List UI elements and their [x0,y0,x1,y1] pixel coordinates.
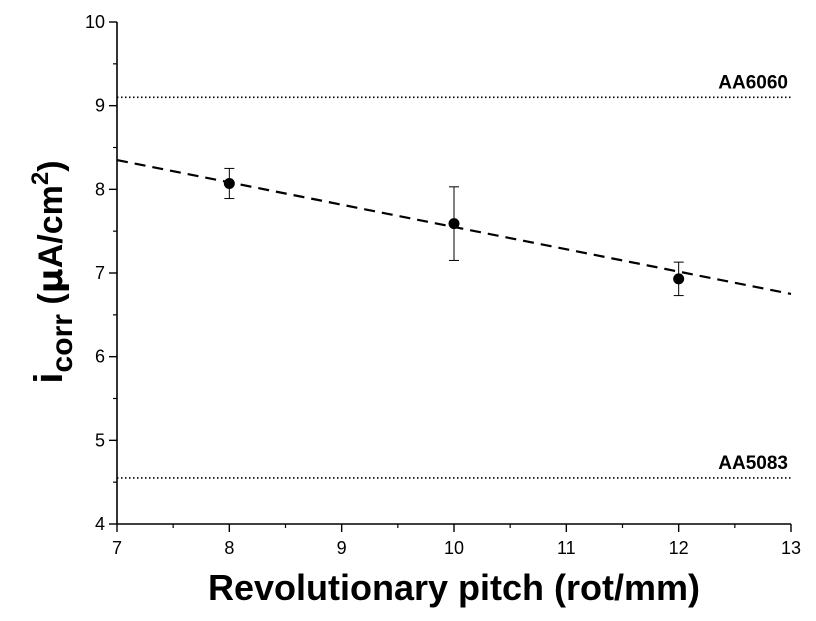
y-tick-label: 10 [85,12,105,32]
y-tick-label: 7 [95,263,105,283]
x-tick-label: 13 [781,538,801,558]
tick-labels: 7 8 9 10 11 12 13 4 5 6 7 8 9 10 [85,12,801,558]
y-axis-title-base: i [27,372,71,383]
y-axis-title-mu: μ [31,268,71,293]
x-tick-label: 10 [444,538,464,558]
tick-marks [109,21,792,532]
y-tick-label: 4 [95,514,105,534]
reference-line-label: AA5083 [718,453,788,474]
y-axis-title-open: ( [32,293,70,314]
y-axis-title-sup: 2 [27,172,54,185]
data-point [223,177,235,189]
data-points [223,167,685,297]
x-tick-label: 12 [669,538,689,558]
y-axis-title-sub: corr [46,314,79,373]
reference-line-label: AA6060 [718,72,788,93]
y-tick-label: 8 [95,179,105,199]
y-tick-label: 5 [95,430,105,450]
data-point [448,218,460,230]
y-axis-title-unit: A/cm [32,185,70,268]
y-tick-label: 9 [95,96,105,116]
y-axis-title: icorr (μA/cm2) [27,160,79,383]
y-tick-label: 6 [95,347,105,367]
x-tick-label: 11 [557,538,576,558]
x-tick-label: 9 [337,538,347,558]
reference-lines: AA6060 AA5083 [117,72,791,479]
y-axis-title-close: ) [32,160,70,171]
data-point [673,273,685,285]
x-tick-label: 7 [112,538,122,558]
x-tick-label: 8 [224,538,234,558]
x-axis-title: Revolutionary pitch (rot/mm) [208,567,700,608]
